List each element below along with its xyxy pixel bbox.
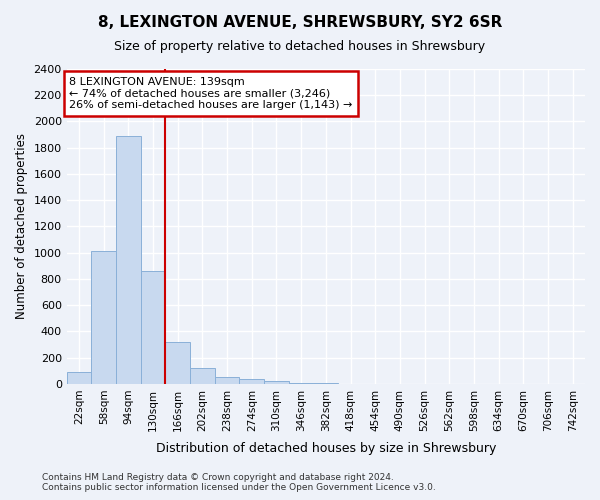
Bar xyxy=(67,372,91,384)
Bar xyxy=(215,378,239,384)
Bar xyxy=(190,368,215,384)
Bar xyxy=(264,380,289,384)
Bar xyxy=(141,271,166,384)
Bar xyxy=(239,380,264,384)
Text: Size of property relative to detached houses in Shrewsbury: Size of property relative to detached ho… xyxy=(115,40,485,53)
Bar xyxy=(116,136,141,384)
Text: 8, LEXINGTON AVENUE, SHREWSBURY, SY2 6SR: 8, LEXINGTON AVENUE, SHREWSBURY, SY2 6SR xyxy=(98,15,502,30)
X-axis label: Distribution of detached houses by size in Shrewsbury: Distribution of detached houses by size … xyxy=(155,442,496,455)
Text: Contains HM Land Registry data © Crown copyright and database right 2024.
Contai: Contains HM Land Registry data © Crown c… xyxy=(42,473,436,492)
Y-axis label: Number of detached properties: Number of detached properties xyxy=(15,134,28,320)
Text: 8 LEXINGTON AVENUE: 139sqm
← 74% of detached houses are smaller (3,246)
26% of s: 8 LEXINGTON AVENUE: 139sqm ← 74% of deta… xyxy=(69,77,353,110)
Bar xyxy=(91,252,116,384)
Bar xyxy=(313,383,338,384)
Bar xyxy=(166,342,190,384)
Bar xyxy=(289,382,313,384)
